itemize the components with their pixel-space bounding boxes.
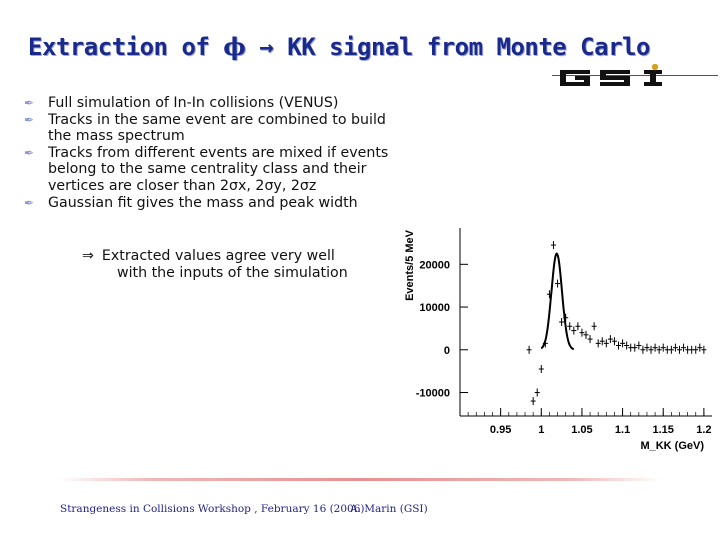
x-tick-label: 1.05	[571, 424, 592, 436]
x-axis-label: M_KK (GeV)	[640, 440, 704, 452]
bullet-item: ✒ Gaussian fit gives the mass and peak wi…	[22, 195, 397, 212]
title-part1: Extraction of	[28, 33, 224, 61]
data-point	[583, 330, 589, 339]
y-tick-label: 0	[444, 345, 450, 357]
y-tick-label: -10000	[416, 388, 450, 400]
data-point	[681, 343, 687, 352]
footer-left: Strangeness in Collisions Workshop , Feb…	[60, 503, 365, 515]
bullet-list: ✒ Full simulation of In-In collisions (VE…	[22, 95, 397, 211]
data-point	[693, 345, 699, 354]
bullet-item: ✒ Full simulation of In-In collisions (VE…	[22, 95, 397, 112]
conclusion-line1: Extracted values agree very well	[101, 248, 335, 264]
data-point	[579, 328, 585, 337]
x-tick-label: 1.15	[653, 424, 674, 436]
data-point	[599, 337, 605, 346]
data-point	[624, 341, 630, 350]
phi-symbol: ϕ	[223, 32, 246, 61]
y-axis-label: Events/5 MeV	[404, 229, 416, 301]
data-point	[636, 341, 642, 350]
data-point	[676, 345, 682, 354]
footer-right: A. Marin (GSI)	[350, 503, 428, 515]
mass-spectrum-chart: 0.95 1 1.05 1.1 1.15 1.2 -10000 0 10000 20000 M_KK…	[390, 218, 718, 464]
pen-icon: ✒	[24, 195, 35, 210]
bullet-text: Gaussian fit gives the mass and peak wid…	[48, 194, 358, 211]
data-point	[648, 345, 654, 354]
bullet-item: ✒ Tracks from different events are mixed …	[22, 145, 397, 195]
data-point	[587, 335, 593, 344]
conclusion-line2: with the inputs of the simulation	[117, 264, 348, 281]
plot-axes	[459, 228, 712, 417]
bullet-text: Tracks in the same event are combined to…	[48, 111, 386, 145]
logo-rule	[552, 75, 718, 76]
x-tick-label: 1.2	[696, 424, 711, 436]
data-point	[571, 326, 577, 335]
data-point	[567, 322, 573, 331]
data-point	[559, 318, 565, 326]
data-point	[644, 343, 650, 352]
data-point	[603, 339, 609, 348]
title-arrow: →	[245, 33, 288, 61]
data-point	[591, 322, 597, 331]
x-tick-label: 0.95	[490, 424, 511, 436]
x-tick-label: 1.1	[615, 424, 630, 436]
bullet-item: ✒ Tracks in the same event are combined t…	[22, 112, 397, 145]
plot-points	[526, 241, 707, 406]
y-tick-label: 20000	[419, 259, 450, 271]
data-point	[701, 345, 707, 354]
data-point	[530, 397, 536, 406]
pen-icon: ✒	[24, 112, 35, 127]
data-point	[595, 339, 601, 348]
pen-icon: ✒	[24, 96, 35, 110]
data-point	[656, 345, 662, 354]
data-point	[672, 343, 678, 352]
implies-arrow: ⇒	[82, 248, 94, 264]
data-point	[640, 345, 646, 354]
footer-rule	[58, 478, 662, 481]
conclusion: ⇒ Extracted values agree very well with t…	[82, 248, 392, 281]
data-point	[550, 241, 556, 250]
chart-svg: 0.95 1 1.05 1.1 1.15 1.2 -10000 0 10000 20000 M_KK…	[404, 228, 712, 452]
data-point	[620, 339, 626, 348]
data-point	[660, 343, 666, 352]
data-point	[652, 343, 658, 352]
slide-title: Extraction of ϕ → KK signal from Monte C…	[28, 32, 688, 61]
data-point	[632, 343, 638, 352]
x-tick-label: 1	[538, 424, 544, 436]
data-point	[575, 322, 581, 331]
bullet-text: Tracks from different events are mixed i…	[48, 144, 389, 194]
data-point	[697, 343, 703, 352]
data-point	[611, 337, 617, 346]
logo-dot	[651, 64, 659, 71]
data-point	[526, 345, 532, 354]
data-point	[668, 345, 674, 354]
data-point	[555, 279, 561, 288]
title-part2: KK signal from Monte Carlo	[287, 33, 650, 61]
plot-labels: 0.95 1 1.05 1.1 1.15 1.2 -10000 0 10000 20000 M_KK…	[404, 229, 712, 452]
gsi-logo	[560, 64, 662, 86]
data-point	[538, 365, 544, 373]
pen-icon: ✒	[24, 145, 35, 160]
data-point	[607, 335, 613, 344]
y-tick-label: 10000	[419, 302, 450, 314]
bullet-text: Full simulation of In-In collisions (VEN…	[48, 95, 339, 111]
gaussian-fit-curve	[540, 252, 575, 351]
data-point	[616, 341, 622, 350]
data-point	[534, 388, 540, 397]
